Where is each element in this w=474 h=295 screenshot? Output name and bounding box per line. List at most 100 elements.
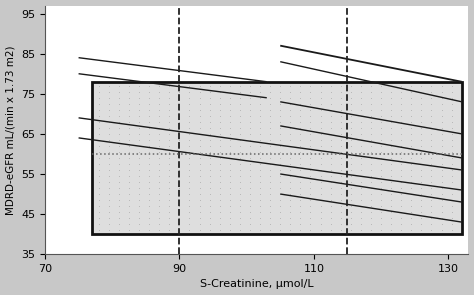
- Point: [165, 186, 173, 190]
- Point: [186, 101, 193, 106]
- Point: [266, 198, 274, 202]
- Point: [95, 125, 102, 130]
- Point: [216, 204, 224, 208]
- Point: [367, 144, 375, 148]
- Point: [115, 89, 123, 94]
- Point: [95, 210, 102, 214]
- Point: [337, 192, 345, 196]
- Point: [95, 222, 102, 227]
- Point: [146, 192, 153, 196]
- Point: [307, 144, 314, 148]
- Point: [115, 204, 123, 208]
- Point: [377, 222, 385, 227]
- Point: [186, 150, 193, 154]
- Point: [216, 180, 224, 184]
- Point: [226, 95, 234, 100]
- Point: [428, 137, 435, 142]
- Point: [105, 168, 113, 172]
- Point: [216, 132, 224, 136]
- Point: [276, 180, 284, 184]
- Point: [428, 174, 435, 178]
- Point: [125, 132, 133, 136]
- Point: [105, 155, 113, 160]
- Point: [125, 174, 133, 178]
- Point: [175, 210, 183, 214]
- Point: [196, 114, 203, 118]
- Point: [216, 168, 224, 172]
- Point: [135, 132, 143, 136]
- Point: [256, 198, 264, 202]
- Point: [196, 216, 203, 220]
- Point: [115, 162, 123, 166]
- Point: [186, 83, 193, 88]
- Point: [216, 186, 224, 190]
- Point: [155, 150, 163, 154]
- Point: [196, 210, 203, 214]
- Point: [337, 107, 345, 112]
- Point: [236, 192, 244, 196]
- Point: [125, 180, 133, 184]
- Point: [367, 107, 375, 112]
- Point: [347, 180, 355, 184]
- Point: [327, 119, 335, 124]
- Point: [196, 168, 203, 172]
- Point: [155, 162, 163, 166]
- Point: [146, 204, 153, 208]
- Point: [175, 83, 183, 88]
- Point: [387, 180, 395, 184]
- Point: [155, 155, 163, 160]
- Point: [246, 114, 254, 118]
- Point: [236, 174, 244, 178]
- Point: [377, 168, 385, 172]
- Point: [135, 114, 143, 118]
- Point: [418, 204, 425, 208]
- Point: [297, 162, 304, 166]
- Point: [236, 186, 244, 190]
- Point: [146, 155, 153, 160]
- Point: [256, 137, 264, 142]
- Point: [105, 137, 113, 142]
- Point: [276, 174, 284, 178]
- Point: [165, 114, 173, 118]
- Point: [236, 216, 244, 220]
- Point: [135, 144, 143, 148]
- Point: [206, 144, 213, 148]
- Point: [408, 132, 415, 136]
- Point: [367, 132, 375, 136]
- Point: [206, 222, 213, 227]
- Point: [165, 192, 173, 196]
- Point: [186, 132, 193, 136]
- Point: [307, 168, 314, 172]
- Point: [418, 89, 425, 94]
- Point: [286, 204, 294, 208]
- Point: [448, 222, 456, 227]
- Point: [297, 144, 304, 148]
- Point: [347, 228, 355, 232]
- Point: [256, 162, 264, 166]
- Point: [95, 162, 102, 166]
- Point: [367, 119, 375, 124]
- Point: [357, 162, 365, 166]
- Point: [337, 216, 345, 220]
- Point: [317, 186, 324, 190]
- Point: [397, 204, 405, 208]
- Point: [397, 89, 405, 94]
- Point: [146, 132, 153, 136]
- Point: [186, 89, 193, 94]
- Point: [135, 119, 143, 124]
- Point: [165, 125, 173, 130]
- Point: [236, 125, 244, 130]
- Point: [95, 204, 102, 208]
- Point: [317, 125, 324, 130]
- Point: [357, 168, 365, 172]
- Point: [357, 114, 365, 118]
- Point: [286, 89, 294, 94]
- Point: [286, 150, 294, 154]
- Point: [317, 119, 324, 124]
- Point: [95, 150, 102, 154]
- Point: [155, 107, 163, 112]
- Point: [125, 150, 133, 154]
- Point: [367, 228, 375, 232]
- Point: [186, 168, 193, 172]
- Point: [266, 162, 274, 166]
